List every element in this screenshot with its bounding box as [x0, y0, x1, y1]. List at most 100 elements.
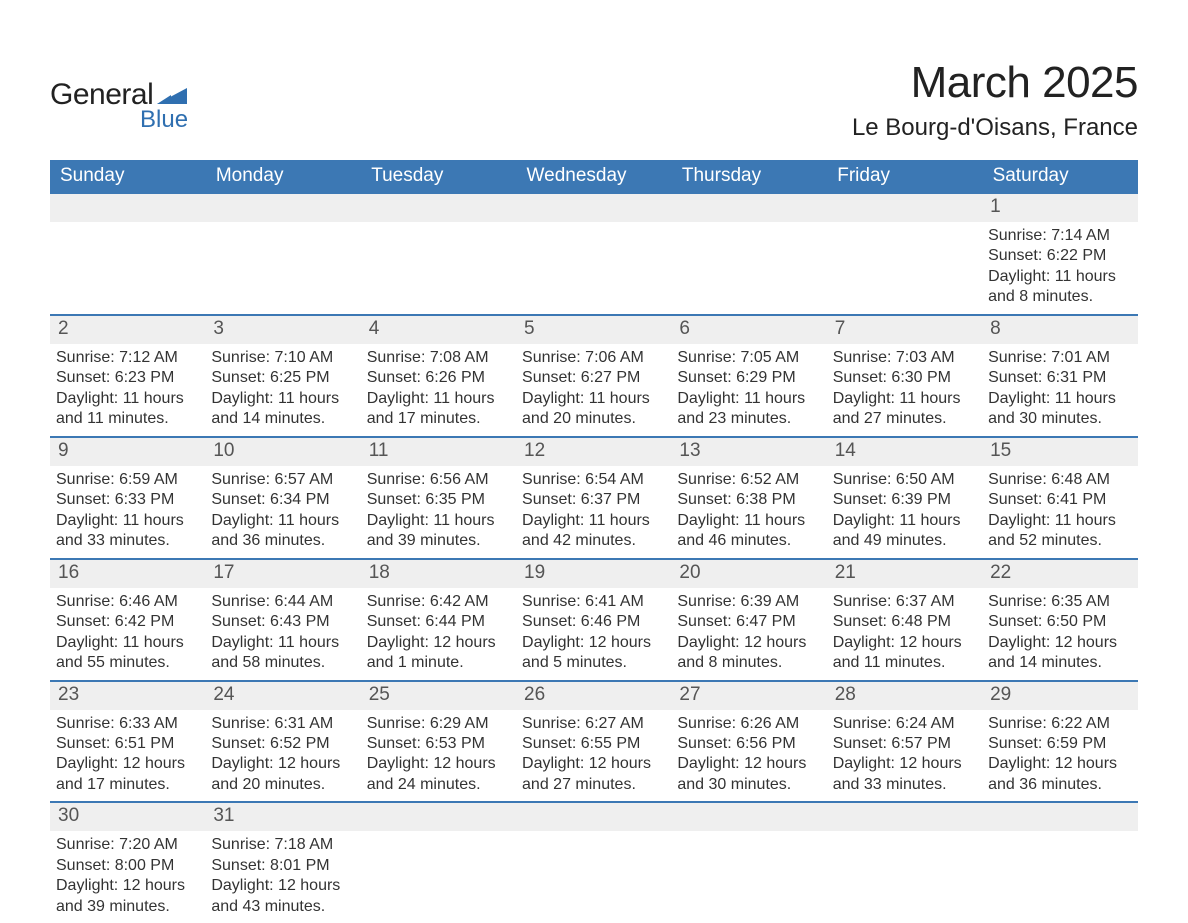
weekday-wednesday: Wednesday	[516, 160, 671, 193]
day-ss: Sunset: 6:51 PM	[56, 734, 199, 754]
daynum-row: 9101112131415	[50, 437, 1138, 466]
day-ss: Sunset: 6:38 PM	[677, 490, 820, 510]
day-sr: Sunrise: 6:46 AM	[56, 592, 199, 612]
day-sr: Sunrise: 7:08 AM	[367, 348, 510, 368]
day-number-cell: 29	[982, 681, 1137, 710]
weekday-monday: Monday	[205, 160, 360, 193]
day-d1: Daylight: 12 hours	[211, 876, 354, 896]
day-d2: and 55 minutes.	[56, 653, 199, 673]
day-d1: Daylight: 11 hours	[211, 633, 354, 653]
day-ss: Sunset: 6:57 PM	[833, 734, 976, 754]
daynum-row: 23242526272829	[50, 681, 1138, 710]
day-number-cell: 18	[361, 559, 516, 588]
day-data-cell: Sunrise: 6:57 AMSunset: 6:34 PMDaylight:…	[205, 466, 360, 559]
day-ss: Sunset: 6:50 PM	[988, 612, 1131, 632]
day-d1: Daylight: 11 hours	[988, 267, 1131, 287]
day-d1: Daylight: 11 hours	[56, 633, 199, 653]
weekday-sunday: Sunday	[50, 160, 205, 193]
day-d2: and 20 minutes.	[522, 409, 665, 429]
day-data-row: Sunrise: 6:59 AMSunset: 6:33 PM Daylight:…	[50, 466, 1138, 559]
day-d1: Daylight: 12 hours	[988, 754, 1131, 774]
day-sr: Sunrise: 6:27 AM	[522, 714, 665, 734]
day-data-row: Sunrise: 6:33 AMSunset: 6:51 PM Daylight:…	[50, 710, 1138, 803]
day-data-cell: Sunrise: 6:29 AMSunset: 6:53 PMDaylight:…	[361, 710, 516, 803]
day-data-cell	[982, 831, 1137, 923]
day-data-cell	[361, 831, 516, 923]
day-d2: and 17 minutes.	[367, 409, 510, 429]
day-ss: Sunset: 6:23 PM	[56, 368, 199, 388]
day-data-cell	[516, 222, 671, 315]
day-data-cell: Sunrise: 6:50 AMSunset: 6:39 PMDaylight:…	[827, 466, 982, 559]
day-sr: Sunrise: 7:20 AM	[56, 835, 199, 855]
day-data-row: Sunrise: 6:46 AMSunset: 6:42 PMDaylight:…	[50, 588, 1138, 681]
day-data-cell	[827, 831, 982, 923]
day-d2: and 43 minutes.	[211, 897, 354, 917]
day-sr: Sunrise: 6:39 AM	[677, 592, 820, 612]
day-d2: and 33 minutes.	[833, 775, 976, 795]
daynum-row: 1	[50, 193, 1138, 222]
page-subtitle: Le Bourg-d'Oisans, France	[852, 114, 1138, 142]
day-ss: Sunset: 6:25 PM	[211, 368, 354, 388]
day-d2: and 14 minutes.	[211, 409, 354, 429]
day-d1: Daylight: 11 hours	[677, 389, 820, 409]
day-sr: Sunrise: 6:33 AM	[56, 714, 199, 734]
day-ss: Sunset: 6:52 PM	[211, 734, 354, 754]
day-d2: and 52 minutes.	[988, 531, 1131, 551]
day-number-cell: 14	[827, 437, 982, 466]
day-number-cell: 24	[205, 681, 360, 710]
day-data-cell	[516, 831, 671, 923]
day-number-cell: 9	[50, 437, 205, 466]
day-sr: Sunrise: 7:01 AM	[988, 348, 1131, 368]
day-sr: Sunrise: 6:41 AM	[522, 592, 665, 612]
day-data-cell: Sunrise: 6:46 AMSunset: 6:42 PMDaylight:…	[50, 588, 205, 681]
day-number-cell: 8	[982, 315, 1137, 344]
day-number-cell: 28	[827, 681, 982, 710]
day-sr: Sunrise: 7:05 AM	[677, 348, 820, 368]
day-number-cell: 27	[671, 681, 826, 710]
logo-word-general: General	[50, 78, 153, 112]
day-ss: Sunset: 8:01 PM	[211, 856, 354, 876]
day-data-cell: Sunrise: 6:31 AMSunset: 6:52 PMDaylight:…	[205, 710, 360, 803]
day-data-cell: Sunrise: 6:37 AMSunset: 6:48 PMDaylight:…	[827, 588, 982, 681]
day-sr: Sunrise: 6:37 AM	[833, 592, 976, 612]
day-data-cell: Sunrise: 6:33 AMSunset: 6:51 PMDaylight:…	[50, 710, 205, 803]
day-d2: and 24 minutes.	[367, 775, 510, 795]
day-ss: Sunset: 6:33 PM	[56, 490, 199, 510]
day-sr: Sunrise: 6:44 AM	[211, 592, 354, 612]
title-block: March 2025 Le Bourg-d'Oisans, France	[852, 50, 1138, 148]
day-data-cell	[205, 222, 360, 315]
day-number-cell: 3	[205, 315, 360, 344]
day-d2: and 27 minutes.	[522, 775, 665, 795]
day-number-cell: 16	[50, 559, 205, 588]
day-number-cell: 13	[671, 437, 826, 466]
day-sr: Sunrise: 6:24 AM	[833, 714, 976, 734]
day-d1: Daylight: 12 hours	[56, 876, 199, 896]
day-number-cell: 26	[516, 681, 671, 710]
day-d2: and 27 minutes.	[833, 409, 976, 429]
day-d2: and 11 minutes.	[833, 653, 976, 673]
day-data-cell: Sunrise: 6:26 AMSunset: 6:56 PMDaylight:…	[671, 710, 826, 803]
day-data-cell: Sunrise: 7:14 AMSunset: 6:22 PMDaylight:…	[982, 222, 1137, 315]
day-number-cell	[50, 193, 205, 222]
day-data-cell: Sunrise: 7:05 AMSunset: 6:29 PMDaylight:…	[671, 344, 826, 437]
day-d1: Daylight: 11 hours	[988, 511, 1131, 531]
day-number-cell: 19	[516, 559, 671, 588]
weekday-friday: Friday	[827, 160, 982, 193]
day-d1: Daylight: 11 hours	[367, 511, 510, 531]
day-d2: and 17 minutes.	[56, 775, 199, 795]
day-number-cell: 15	[982, 437, 1137, 466]
day-number-cell: 21	[827, 559, 982, 588]
day-data-cell: Sunrise: 7:12 AMSunset: 6:23 PMDaylight:…	[50, 344, 205, 437]
day-d2: and 8 minutes.	[988, 287, 1131, 307]
logo: General Blue	[50, 78, 188, 134]
day-d1: Daylight: 11 hours	[56, 389, 199, 409]
page-title: March 2025	[852, 58, 1138, 108]
day-d1: Daylight: 12 hours	[211, 754, 354, 774]
day-number-cell	[671, 193, 826, 222]
day-ss: Sunset: 6:46 PM	[522, 612, 665, 632]
day-sr: Sunrise: 6:26 AM	[677, 714, 820, 734]
day-sr: Sunrise: 6:59 AM	[56, 470, 199, 490]
day-data-cell: Sunrise: 6:44 AMSunset: 6:43 PMDaylight:…	[205, 588, 360, 681]
day-number-cell: 12	[516, 437, 671, 466]
day-ss: Sunset: 6:27 PM	[522, 368, 665, 388]
